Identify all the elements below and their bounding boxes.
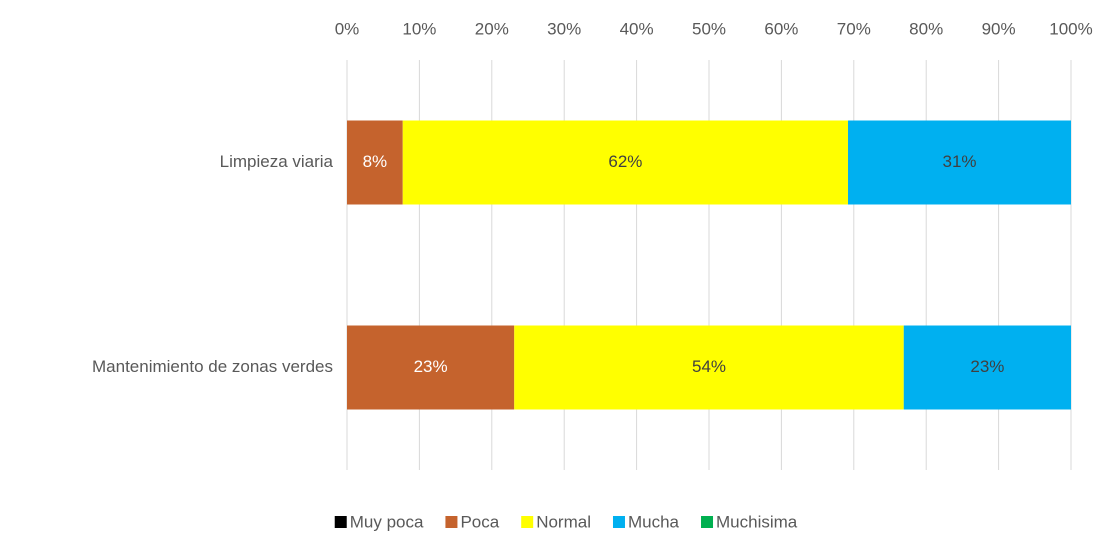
x-tick-label: 100% xyxy=(1049,19,1092,38)
legend-swatch xyxy=(445,516,458,528)
data-label: 23% xyxy=(414,357,448,376)
legend-swatch xyxy=(521,516,534,528)
x-tick-label: 40% xyxy=(620,19,654,38)
bar-segment xyxy=(514,325,904,410)
bar-segment xyxy=(347,325,515,410)
legend-label: Mucha xyxy=(628,512,680,531)
data-label: 31% xyxy=(942,152,976,171)
legend-label: Muy poca xyxy=(350,512,424,531)
x-tick-label: 80% xyxy=(909,19,943,38)
x-tick-label: 90% xyxy=(982,19,1016,38)
y-tick-label: Mantenimiento de zonas verdes xyxy=(92,357,333,376)
bar-segment xyxy=(848,120,1071,205)
x-tick-label: 70% xyxy=(837,19,871,38)
x-tick-label: 60% xyxy=(764,19,798,38)
x-tick-label: 0% xyxy=(335,19,360,38)
x-tick-label: 20% xyxy=(475,19,509,38)
legend-label: Normal xyxy=(536,512,591,531)
legend-swatch xyxy=(701,516,714,528)
x-tick-label: 50% xyxy=(692,19,726,38)
x-tick-label: 30% xyxy=(547,19,581,38)
y-tick-label: Limpieza viaria xyxy=(220,152,334,171)
legend-swatch xyxy=(612,516,625,528)
data-label: 62% xyxy=(608,152,642,171)
legend-label: Poca xyxy=(460,512,499,531)
bar-segment xyxy=(903,325,1071,410)
data-label: 54% xyxy=(692,357,726,376)
bar-segment xyxy=(347,120,403,205)
legend-swatch xyxy=(334,516,347,528)
data-label: 23% xyxy=(970,357,1004,376)
bar-segment xyxy=(402,120,849,205)
legend-label: Muchisima xyxy=(716,512,798,531)
x-tick-label: 10% xyxy=(402,19,436,38)
data-label: 8% xyxy=(363,152,388,171)
